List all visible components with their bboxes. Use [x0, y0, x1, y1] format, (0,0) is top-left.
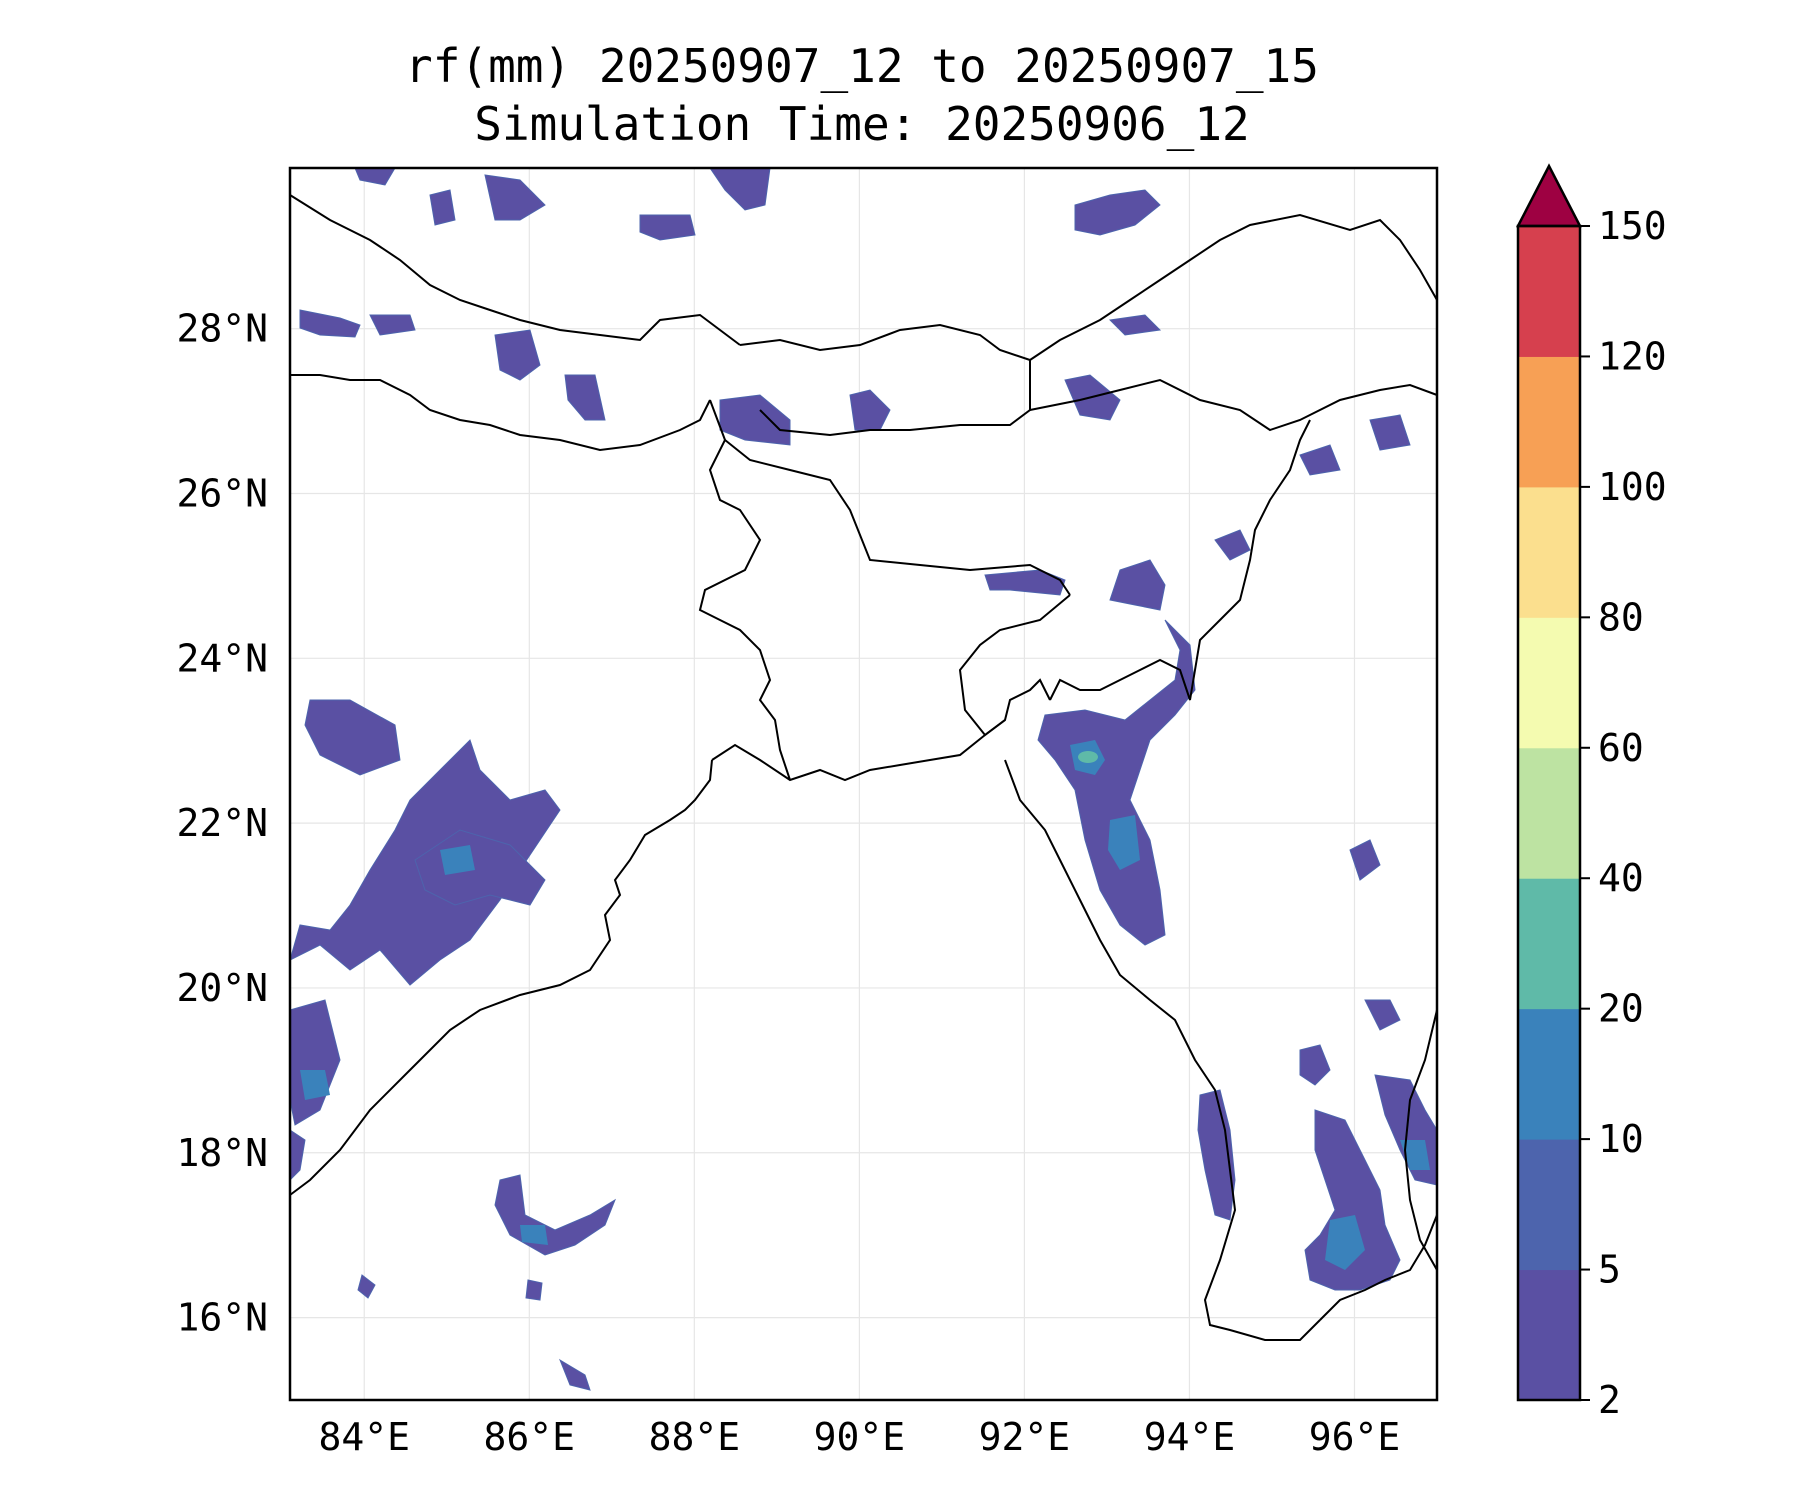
x-tick-label: 86°E [484, 1415, 576, 1459]
colorbar-segment [1518, 486, 1580, 618]
y-tick-label: 28°N [176, 307, 268, 351]
rain-area-small-bay-3 [558, 1358, 591, 1391]
rain-core-odisha [440, 845, 475, 875]
rain-area-rakhine [1197, 1089, 1236, 1221]
rain-core-myanmar-south [1325, 1215, 1365, 1270]
x-tick-label: 92°E [979, 1415, 1071, 1459]
coastline-east-india [289, 759, 713, 1196]
rain-area-assam-east [1299, 444, 1341, 476]
rain-area-bhutan [849, 389, 891, 431]
border-nepal-south [290, 374, 711, 452]
rain-area-arunachal-east [1369, 414, 1411, 451]
colorbar-frame [1516, 224, 1582, 1402]
x-tick-label: 84°E [319, 1415, 411, 1459]
coastlines-borders [289, 194, 1438, 1341]
y-tick-label: 20°N [176, 966, 268, 1010]
map-panel [288, 166, 1439, 1402]
colorbar-segment [1518, 226, 1580, 357]
rain-area-tibet-1 [1074, 189, 1161, 236]
rain-core-east-india [300, 1070, 330, 1100]
rain-area-myanmar-east [1364, 999, 1401, 1031]
rain-area-myanmar-mid [1299, 1044, 1331, 1086]
border-assam-north [1029, 378, 1438, 432]
map-title-line2: Simulation Time: 20250906_12 [474, 97, 1249, 151]
colorbar: 2 5 10 20 40 60 80 100 120 150 [1515, 163, 1667, 1422]
rain-area-tibet-3 [484, 174, 546, 221]
rainfall-contours-peak [1078, 751, 1098, 763]
border-india-myanmar [1049, 419, 1311, 701]
rain-peak-tripura [1078, 751, 1098, 763]
x-tick-label: 88°E [649, 1415, 741, 1459]
y-tick-label: 16°N [176, 1296, 268, 1340]
colorbar-tick-label: 60 [1598, 726, 1644, 770]
border-bangladesh-east [958, 594, 1071, 737]
rain-area-tibet-6 [639, 214, 696, 241]
rain-area-tibet-2 [429, 189, 456, 226]
x-tick-label: 96°E [1309, 1415, 1401, 1459]
rain-core-bay [520, 1225, 548, 1245]
y-tick-label: 18°N [176, 1131, 268, 1175]
colorbar-tick-label: 10 [1598, 1117, 1644, 1161]
rain-core-mizoram [1108, 815, 1140, 870]
y-axis-ticks: 16°N 18°N 20°N 22°N 24°N 26°N 28°N [176, 307, 268, 1340]
colorbar-segments [1518, 226, 1580, 1401]
border-bangladesh-north [724, 439, 1071, 596]
coastline-myanmar-east [1319, 1214, 1438, 1321]
rain-area-small-bay-2 [525, 1279, 543, 1301]
map-frame [288, 166, 1439, 1402]
x-axis-ticks: 84°E 86°E 88°E 90°E 92°E 94°E 96°E [319, 1415, 1401, 1459]
map-title-line1: rf(mm) 20250907_12 to 20250907_15 [405, 39, 1319, 93]
colorbar-segment [1518, 1008, 1580, 1140]
x-tick-label: 94°E [1144, 1415, 1236, 1459]
colorbar-tick-label: 2 [1598, 1378, 1621, 1422]
y-tick-label: 24°N [176, 636, 268, 680]
rain-core-thailand [1400, 1140, 1430, 1170]
y-tick-label: 22°N [176, 801, 268, 845]
colorbar-segment [1518, 878, 1580, 1010]
rain-area-sikkim [719, 394, 791, 446]
rain-area-nepal-2 [369, 314, 416, 336]
colorbar-extend-max-triangle [1515, 163, 1583, 228]
rain-area-manipur [1109, 559, 1166, 611]
colorbar-segment [1518, 1269, 1580, 1401]
colorbar-segment [1518, 617, 1580, 749]
colorbar-segment [1518, 356, 1580, 488]
colorbar-tick-label: 80 [1598, 595, 1644, 639]
colorbar-tick-label: 150 [1598, 204, 1667, 248]
border-bangladesh-west [698, 399, 791, 781]
colorbar-ticks: 2 5 10 20 40 60 80 100 120 150 [1580, 204, 1667, 1422]
rain-area-nepal-west [299, 309, 361, 338]
colorbar-tick-label: 100 [1598, 465, 1667, 509]
rain-area-nepal-4 [564, 374, 606, 421]
rain-area-tripura [1037, 619, 1196, 946]
colorbar-segment [1518, 1139, 1580, 1271]
rain-area-arunachal [1108, 314, 1162, 336]
rain-area-myanmar-north [1349, 839, 1381, 881]
colorbar-tick-label: 20 [1598, 987, 1644, 1031]
graticule [290, 168, 1437, 1400]
border-arunachal [1029, 213, 1438, 361]
rain-area-jharkhand [304, 699, 401, 776]
colorbar-segment [1518, 747, 1580, 879]
rain-area-small-bay-1 [357, 1274, 376, 1299]
y-tick-label: 26°N [176, 472, 268, 516]
x-tick-label: 90°E [814, 1415, 906, 1459]
border-nepal-north [289, 194, 741, 346]
coastline-bengal-delta [711, 719, 1006, 782]
coastline-myanmar [1004, 759, 1321, 1341]
rain-area-nepal-3 [494, 329, 541, 381]
colorbar-tick-label: 120 [1598, 334, 1667, 378]
colorbar-tick-label: 40 [1598, 856, 1644, 900]
colorbar-tick-label: 5 [1598, 1248, 1621, 1292]
rain-area-nagaland [1214, 529, 1251, 561]
rainfall-contours-heavy [300, 740, 1430, 1270]
border-myanmar-thailand [1403, 1009, 1438, 1271]
